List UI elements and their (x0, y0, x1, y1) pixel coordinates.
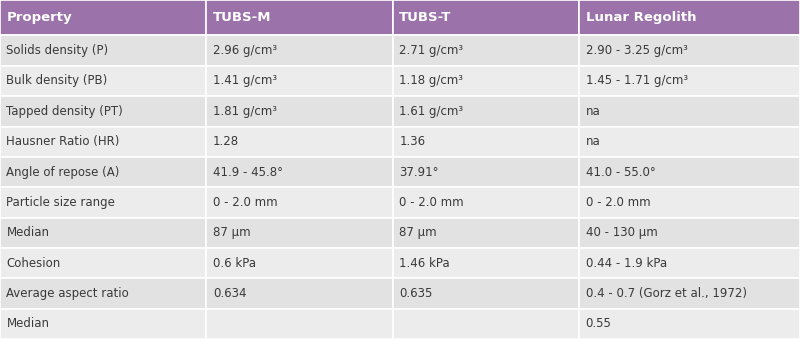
Text: Hausner Ratio (HR): Hausner Ratio (HR) (6, 135, 120, 148)
Text: 1.18 g/cm³: 1.18 g/cm³ (399, 75, 463, 87)
Text: 2.96 g/cm³: 2.96 g/cm³ (213, 44, 277, 57)
Bar (0, 96, 206, 126)
Text: 0 - 2.0 mm: 0 - 2.0 mm (586, 196, 650, 209)
Text: 0.44 - 1.9 kPa: 0.44 - 1.9 kPa (586, 257, 666, 270)
Text: 1.36: 1.36 (399, 135, 426, 148)
Bar (206, 187, 393, 218)
Bar (206, 278, 393, 308)
Text: 0.635: 0.635 (399, 287, 433, 300)
Text: 1.61 g/cm³: 1.61 g/cm³ (399, 105, 463, 118)
Text: Tapped density (PT): Tapped density (PT) (6, 105, 123, 118)
Bar (579, 126, 800, 157)
Text: 1.45 - 1.71 g/cm³: 1.45 - 1.71 g/cm³ (586, 75, 688, 87)
Text: Angle of repose (A): Angle of repose (A) (6, 165, 120, 179)
Bar (579, 308, 800, 339)
Bar (393, 278, 579, 308)
Text: Solids density (P): Solids density (P) (6, 44, 109, 57)
Bar (393, 187, 579, 218)
Bar (393, 0, 579, 36)
Bar (393, 126, 579, 157)
Text: 1.28: 1.28 (213, 135, 239, 148)
Text: 0.4 - 0.7 (Gorz et al., 1972): 0.4 - 0.7 (Gorz et al., 1972) (586, 287, 746, 300)
Text: Lunar Regolith: Lunar Regolith (586, 11, 696, 24)
Bar (579, 157, 800, 187)
Bar (579, 218, 800, 248)
Text: Bulk density (PB): Bulk density (PB) (6, 75, 108, 87)
Bar (206, 66, 393, 96)
Text: 0 - 2.0 mm: 0 - 2.0 mm (399, 196, 464, 209)
Bar (0, 308, 206, 339)
Bar (206, 248, 393, 278)
Text: Cohesion: Cohesion (6, 257, 61, 270)
Bar (206, 0, 393, 36)
Text: 0.634: 0.634 (213, 287, 246, 300)
Text: 41.9 - 45.8°: 41.9 - 45.8° (213, 165, 283, 179)
Bar (206, 96, 393, 126)
Bar (579, 187, 800, 218)
Bar (393, 36, 579, 66)
Text: TUBS-M: TUBS-M (213, 11, 271, 24)
Text: 1.41 g/cm³: 1.41 g/cm³ (213, 75, 277, 87)
Text: 87 μm: 87 μm (213, 226, 250, 239)
Bar (579, 36, 800, 66)
Bar (393, 308, 579, 339)
Text: 0.6 kPa: 0.6 kPa (213, 257, 256, 270)
Text: 40 - 130 μm: 40 - 130 μm (586, 226, 658, 239)
Text: 0 - 2.0 mm: 0 - 2.0 mm (213, 196, 278, 209)
Text: 2.90 - 3.25 g/cm³: 2.90 - 3.25 g/cm³ (586, 44, 687, 57)
Text: 87 μm: 87 μm (399, 226, 437, 239)
Bar (206, 218, 393, 248)
Text: Particle size range: Particle size range (6, 196, 115, 209)
Bar (0, 36, 206, 66)
Bar (579, 278, 800, 308)
Bar (206, 126, 393, 157)
Bar (0, 0, 206, 36)
Bar (393, 248, 579, 278)
Text: 2.71 g/cm³: 2.71 g/cm³ (399, 44, 463, 57)
Bar (579, 96, 800, 126)
Text: Median: Median (6, 226, 50, 239)
Bar (0, 278, 206, 308)
Text: 37.91°: 37.91° (399, 165, 438, 179)
Text: 1.81 g/cm³: 1.81 g/cm³ (213, 105, 277, 118)
Bar (579, 0, 800, 36)
Text: na: na (586, 105, 600, 118)
Bar (206, 36, 393, 66)
Bar (0, 126, 206, 157)
Text: TUBS-T: TUBS-T (399, 11, 451, 24)
Bar (0, 218, 206, 248)
Bar (393, 96, 579, 126)
Bar (393, 218, 579, 248)
Bar (0, 66, 206, 96)
Text: na: na (586, 135, 600, 148)
Bar (0, 157, 206, 187)
Bar (0, 187, 206, 218)
Text: Property: Property (6, 11, 72, 24)
Bar (393, 157, 579, 187)
Text: Median: Median (6, 317, 50, 330)
Bar (579, 66, 800, 96)
Bar (206, 157, 393, 187)
Bar (206, 308, 393, 339)
Bar (393, 66, 579, 96)
Bar (0, 248, 206, 278)
Bar (579, 248, 800, 278)
Text: 0.55: 0.55 (586, 317, 611, 330)
Text: 41.0 - 55.0°: 41.0 - 55.0° (586, 165, 655, 179)
Text: Average aspect ratio: Average aspect ratio (6, 287, 129, 300)
Text: 1.46 kPa: 1.46 kPa (399, 257, 450, 270)
